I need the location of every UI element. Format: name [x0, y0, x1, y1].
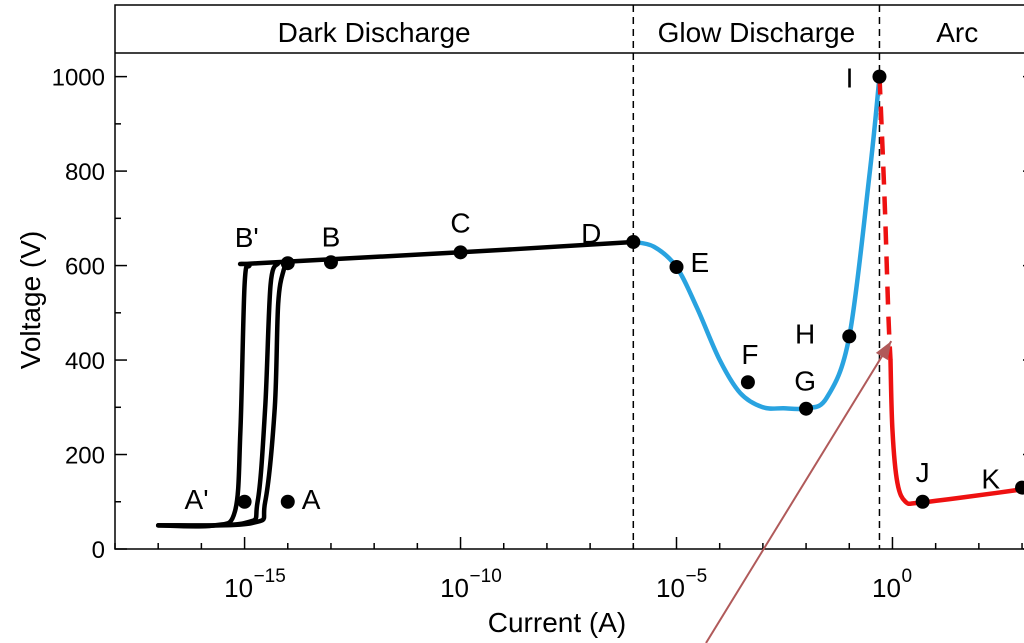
data-point-H	[842, 329, 857, 344]
series-line-arc	[888, 357, 1024, 507]
data-points: A' A B' B C D E F GH I J K	[185, 63, 1024, 515]
data-point-F	[740, 375, 755, 390]
data-point-D	[626, 234, 641, 249]
y-tick-label: 1000	[52, 65, 105, 92]
x-tick-label: 10	[656, 573, 685, 603]
data-point-label: F	[741, 339, 758, 370]
data-point-E	[669, 259, 684, 274]
data-point-label: H	[795, 318, 815, 349]
x-tick-exponent: −15	[254, 566, 286, 587]
data-point-label: A'	[185, 484, 209, 515]
data-point-label: I	[846, 63, 854, 94]
x-tick-label: 10	[224, 573, 253, 603]
data-point-I	[872, 69, 887, 84]
data-point-label: A	[302, 484, 321, 515]
y-axis-ticks: 0 200 400 600 800 1000	[52, 65, 1024, 564]
plot-frame	[114, 4, 1024, 550]
data-point-label: E	[691, 247, 710, 278]
x-tick-label: 10	[872, 573, 901, 603]
data-point-label: G	[794, 366, 816, 397]
data-point-label: C	[450, 207, 470, 238]
x-tick-exponent: −10	[470, 566, 502, 587]
y-tick-label: 800	[65, 159, 105, 186]
y-tick-label: 0	[92, 537, 105, 564]
y-axis-label: Voltage (V)	[15, 231, 46, 370]
data-point-A	[280, 494, 295, 509]
series-lines	[155, 74, 1024, 529]
x-tick-label: 10	[440, 573, 469, 603]
x-axis-label: Current (A)	[488, 607, 626, 638]
data-point-label: J	[916, 457, 930, 488]
region-labels: Dark Discharge Glow Discharge Arc	[278, 17, 979, 48]
data-point-K	[1015, 480, 1024, 495]
region-label: Arc	[936, 17, 978, 48]
data-point-J	[915, 494, 930, 509]
series-line-dark	[155, 260, 281, 528]
annotation-arrow-head	[875, 341, 892, 361]
data-point-B-prime	[280, 256, 295, 271]
annotation-arrow	[705, 340, 893, 643]
series-line-dark	[155, 260, 291, 528]
region-boundaries	[632, 5, 881, 549]
annotation-arrow-shaft	[705, 340, 893, 643]
data-point-C	[453, 245, 468, 260]
data-point-label: K	[981, 464, 1000, 495]
x-tick-exponent: 0	[901, 566, 912, 587]
x-axis-ticks: 10 −15 10 −10 10 −5 10 0	[114, 537, 1023, 603]
y-tick-label: 600	[65, 254, 105, 281]
data-point-label: B'	[235, 222, 259, 253]
region-label: Glow Discharge	[658, 17, 856, 48]
y-tick-label: 400	[65, 348, 105, 375]
data-point-B	[323, 255, 338, 270]
y-tick-label: 200	[65, 443, 105, 470]
region-label: Dark Discharge	[278, 17, 471, 48]
data-point-label: D	[581, 218, 601, 249]
series-line-dark	[155, 239, 636, 529]
data-point-A-prime	[237, 494, 252, 509]
x-tick-exponent: −5	[686, 566, 708, 587]
data-point-label: B	[322, 221, 341, 252]
series-line-arc_dashed	[877, 76, 893, 361]
data-point-G	[799, 401, 814, 416]
